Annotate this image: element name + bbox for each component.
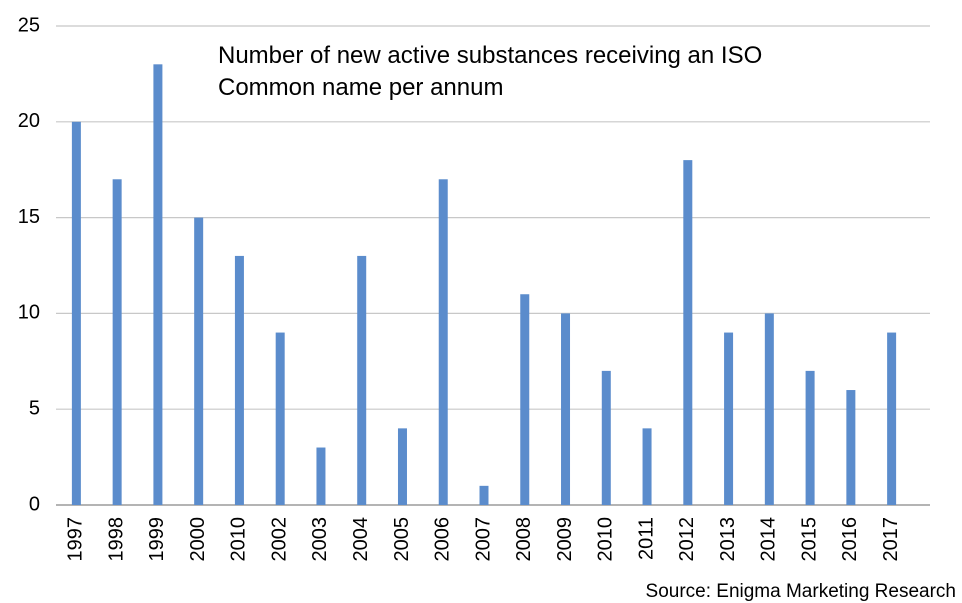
bar <box>276 333 285 505</box>
bar <box>357 256 366 505</box>
bar <box>194 218 203 505</box>
bar <box>724 333 733 505</box>
x-tick-label: 2006 <box>432 517 454 562</box>
x-tick-label: 1999 <box>146 517 168 562</box>
bar <box>398 428 407 505</box>
bar <box>316 448 325 505</box>
bar <box>602 371 611 505</box>
x-tick-label: 2010 <box>595 517 617 562</box>
bar <box>153 64 162 505</box>
bar <box>887 333 896 505</box>
y-tick-label: 10 <box>18 302 40 324</box>
source-note: Source: Enigma Marketing Research <box>646 581 956 603</box>
bar <box>643 428 652 505</box>
bar <box>235 256 244 505</box>
x-tick-label: 2013 <box>717 517 739 562</box>
bar <box>439 179 448 505</box>
x-tick-label: 2015 <box>798 517 820 562</box>
x-tick-label: 2002 <box>268 517 290 562</box>
y-tick-label: 25 <box>18 14 40 36</box>
y-tick-label: 20 <box>18 110 40 132</box>
bar <box>561 313 570 505</box>
bar <box>765 313 774 505</box>
x-tick-label: 1997 <box>65 517 87 562</box>
x-tick-label: 2012 <box>676 517 698 562</box>
x-tick-label: 2003 <box>309 517 331 562</box>
bar <box>806 371 815 505</box>
bar <box>520 294 529 505</box>
x-tick-label: 2000 <box>187 517 209 562</box>
x-tick-label: 2009 <box>554 517 576 562</box>
x-tick-label: 2004 <box>350 517 372 562</box>
bar <box>480 486 489 505</box>
x-tick-label: 2016 <box>839 517 861 562</box>
chart-title: Number of new active substances receivin… <box>218 40 838 104</box>
x-tick-label: 2011 <box>635 517 657 560</box>
page: {"chart_data": {"type": "bar", "title": … <box>0 0 962 603</box>
y-tick-label: 15 <box>18 206 40 228</box>
x-tick-label: 2010 <box>228 517 250 562</box>
y-tick-label: 5 <box>29 397 40 419</box>
y-tick-label: 0 <box>29 493 40 515</box>
bar <box>72 122 81 505</box>
x-tick-label: 2014 <box>758 517 780 562</box>
x-tick-label: 1998 <box>105 517 127 562</box>
x-tick-label: 2017 <box>880 517 902 562</box>
x-tick-label: 2007 <box>472 517 494 562</box>
x-tick-label: 2005 <box>391 517 413 562</box>
bar <box>683 160 692 505</box>
x-tick-label: 2008 <box>513 517 535 562</box>
bar <box>846 390 855 505</box>
bar <box>113 179 122 505</box>
